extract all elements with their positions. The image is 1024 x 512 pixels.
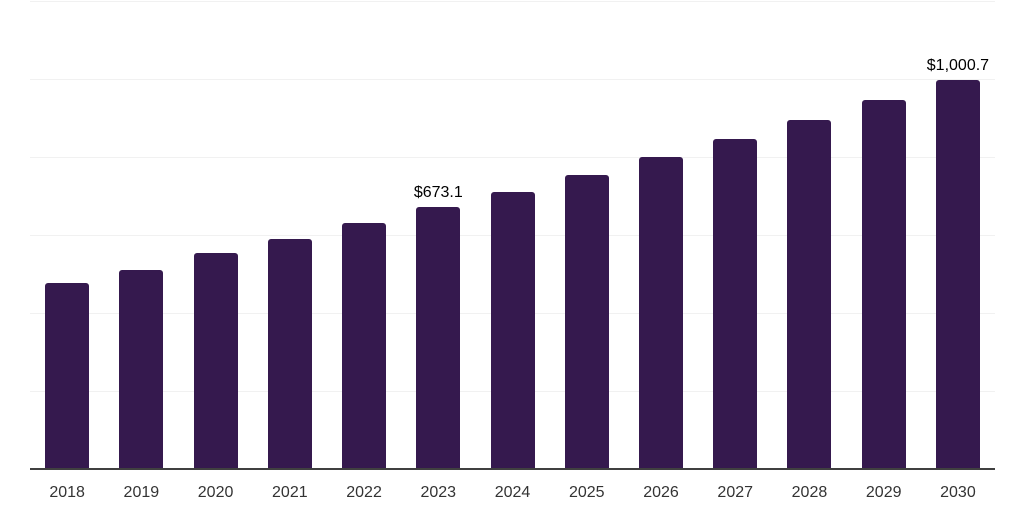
y-gridline [30,1,995,2]
bar-column-2020 [178,0,252,470]
bar-column-2019 [104,0,178,470]
bar[interactable] [342,223,387,470]
y-gridline [30,79,995,80]
bar[interactable] [193,253,238,470]
x-tick-label: 2025 [568,484,605,501]
bar-column-2028 [772,0,846,470]
bar[interactable] [861,100,906,470]
bar-column-2018 [30,0,104,470]
x-tick-label: 2018 [49,484,85,501]
bar-column-2027 [698,0,772,470]
bar[interactable] [935,80,980,470]
bar[interactable] [267,239,312,470]
bar-column-2026 [624,0,698,470]
x-tick-label: 2028 [791,484,828,501]
bar-column-2023: $673.1 [401,0,475,470]
bar[interactable] [416,207,461,470]
x-axis-line [30,468,995,470]
x-tick-label: 2027 [717,484,754,501]
bar[interactable] [787,120,832,470]
bar-column-2025 [550,0,624,470]
x-axis-labels: 2018 2019 2020 2021 2022 2023 2024 2025 2026 2027… [30,484,995,502]
bar-value-label: $1,000.7 [926,57,990,74]
bar-column-2029 [847,0,921,470]
plot-area: $673.1 $1,000.7 [30,0,995,470]
bar[interactable] [490,192,535,470]
x-tick-label: 2029 [865,484,902,501]
bar[interactable] [713,139,758,470]
x-tick-label: 2020 [197,484,234,501]
x-tick-label: 2019 [123,484,160,501]
x-tick-label: 2022 [346,484,382,501]
bar[interactable] [45,283,90,470]
x-tick-label: 2021 [272,484,308,501]
bar[interactable] [119,270,164,470]
bar[interactable] [638,157,683,470]
x-tick-label: 2024 [494,484,531,501]
bar-column-2022 [327,0,401,470]
x-tick-label: 2030 [940,484,976,501]
x-tick-label: 2023 [420,484,457,501]
y-gridline [30,157,995,158]
bar[interactable] [564,175,609,470]
bar-column-2024 [475,0,549,470]
bar-column-2021 [253,0,327,470]
x-tick-label: 2026 [643,484,679,501]
bar-column-2030: $1,000.7 [921,0,995,470]
bar-value-label: $673.1 [413,184,463,201]
bars-row: $673.1 $1,000.7 [30,0,995,470]
